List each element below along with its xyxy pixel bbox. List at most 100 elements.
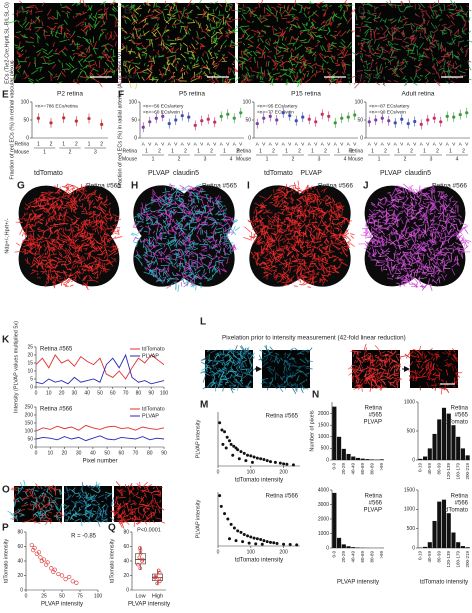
vessel [389,0,393,8]
vessel [232,230,237,236]
vessel [374,16,381,20]
vessel [268,259,273,264]
vessel [378,209,384,216]
vessel [373,76,377,79]
vessel [145,248,148,253]
vessel [226,22,233,29]
vessel [197,261,204,267]
vessel [337,210,340,218]
vessel [300,265,306,272]
vessel [468,78,472,81]
vessel [316,71,321,73]
vessel [431,262,436,268]
vessel [82,36,89,41]
vessel [432,224,437,230]
vessel [148,227,152,231]
vessel [176,19,185,24]
vessel [174,201,180,207]
vessel [312,246,315,253]
vessel [77,71,83,78]
vessel [314,44,319,48]
retina-label: Retina #566 [318,183,353,190]
vessel [236,10,241,12]
vessel [333,13,338,18]
vessel [57,205,62,211]
vessel [426,226,430,232]
vessel [273,200,278,205]
vessel [167,13,172,15]
vessel [214,266,216,272]
vessel [413,245,418,251]
vessel [140,70,143,74]
vessel [303,188,310,191]
vessel [288,56,293,60]
vessel [297,180,300,186]
vessel [257,210,263,214]
vessel [148,55,152,58]
vessel [198,22,202,29]
vessel [405,205,411,210]
vessel [268,257,272,263]
vessel [65,63,72,69]
vessel [341,71,345,75]
vessel [56,183,59,189]
vessel [169,242,176,247]
vessel [279,193,284,195]
vessel [215,231,223,234]
vessel [407,210,411,213]
vessel [360,3,364,5]
vessel [103,202,105,207]
vessel [37,234,41,238]
vessel [388,40,394,46]
vessel [434,79,441,87]
vessel [214,52,218,58]
vessel [265,60,268,67]
vessel [209,207,215,211]
vessel [24,233,28,236]
vessel [168,277,175,280]
vessel [152,236,156,240]
vessel [400,0,406,7]
vessel [290,196,295,201]
vessel [441,31,444,36]
vessel [145,14,154,18]
vessel [272,59,279,65]
vessel [273,194,280,199]
vessel [38,198,46,201]
vessel [76,262,81,264]
vessel [129,5,136,11]
vessel [263,240,269,248]
vessel [443,60,446,68]
vessel [148,243,153,248]
vessel [290,215,294,222]
vessel [188,222,191,231]
vessel [205,28,209,33]
vessel [50,73,52,81]
vessel [362,38,370,41]
vessel [174,222,182,227]
vessel [220,205,224,210]
vessel [422,12,425,17]
vessel [213,64,218,68]
vessel [144,1,151,6]
vessel [78,260,85,264]
vessel [369,247,371,251]
vessel [175,252,180,255]
vessel [156,23,159,30]
vessel [63,277,67,281]
vessel [468,8,472,12]
vessel [367,76,372,84]
vessel [123,64,127,67]
vessel [190,78,198,82]
vessel [81,231,87,235]
vessel [86,210,92,215]
vessel [319,244,323,246]
vessel [317,209,325,214]
vessel [228,5,232,12]
vessel [260,75,264,81]
vessel [71,207,76,209]
vessel [166,265,170,271]
vessel [170,62,175,68]
vessel [43,201,46,204]
vessel [98,55,103,58]
